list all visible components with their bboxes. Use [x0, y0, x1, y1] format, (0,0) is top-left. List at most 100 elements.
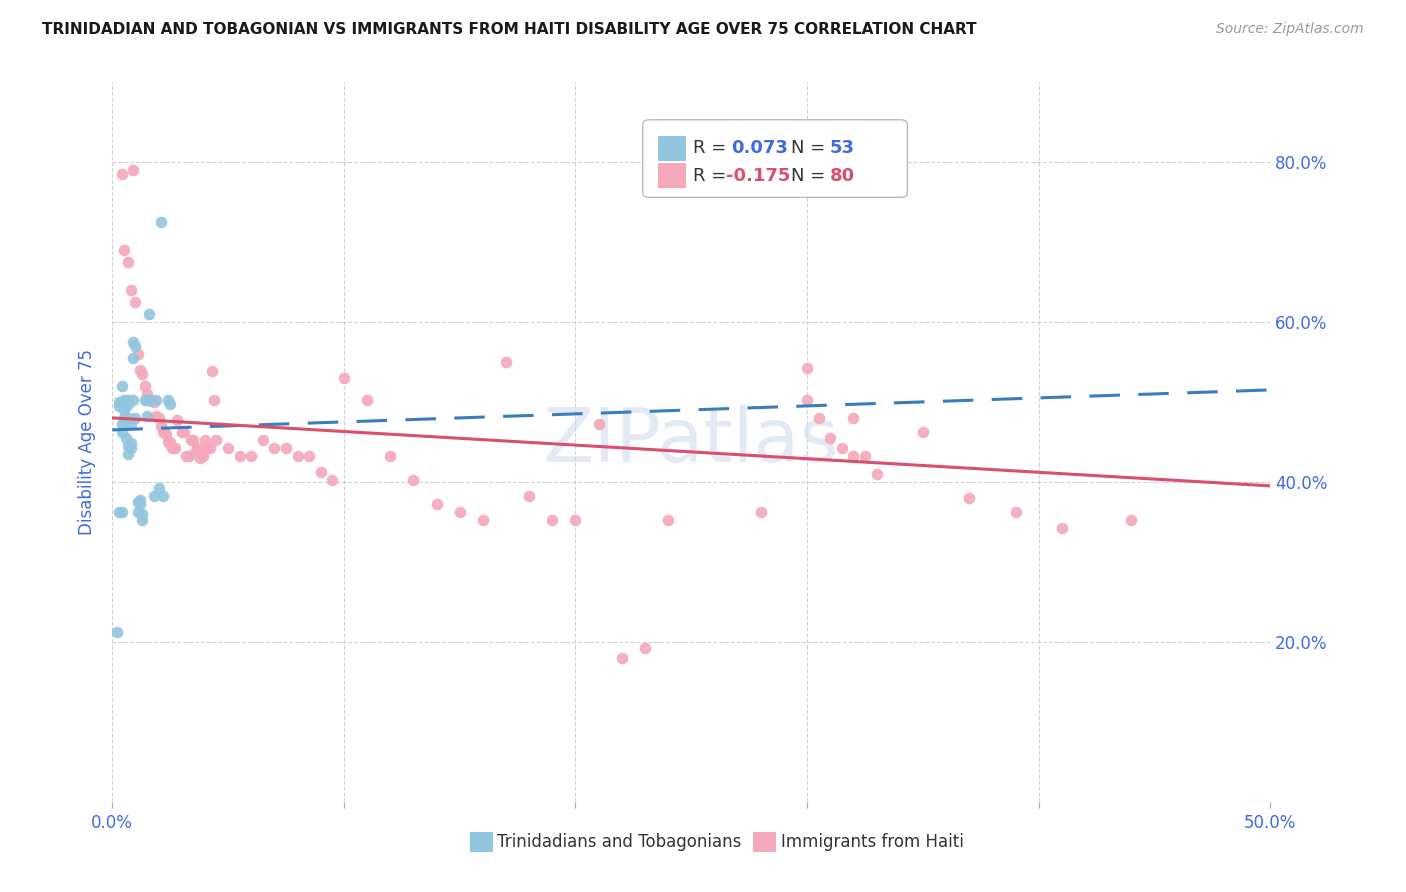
Point [145, 409, 167, 424]
Point [149, 418, 172, 433]
Point [115, 395, 138, 409]
Point [117, 439, 139, 453]
Point [166, 412, 188, 426]
Text: 80: 80 [830, 167, 855, 185]
Text: TRINIDADIAN AND TOBAGONIAN VS IMMIGRANTS FROM HAITI DISABILITY AGE OVER 75 CORRE: TRINIDADIAN AND TOBAGONIAN VS IMMIGRANTS… [42, 22, 977, 37]
Point [136, 387, 159, 401]
Point [170, 425, 193, 440]
Point [138, 307, 160, 321]
Point [588, 417, 610, 432]
Point [120, 417, 142, 432]
Point [127, 495, 149, 509]
Point [610, 651, 633, 665]
Point [142, 489, 165, 503]
Point [188, 450, 211, 465]
Point [173, 425, 195, 440]
Point [201, 364, 224, 378]
Point [471, 513, 494, 527]
Point [120, 442, 142, 456]
Point [853, 450, 876, 464]
Point [112, 243, 135, 257]
Point [108, 505, 131, 519]
Point [402, 473, 425, 487]
Point [177, 450, 200, 464]
Point [820, 431, 842, 445]
Point [333, 371, 356, 385]
Point [495, 355, 517, 369]
Point [842, 450, 865, 464]
Point [1121, 513, 1143, 527]
Point [115, 396, 138, 410]
Text: R =: R = [693, 167, 733, 185]
Point [749, 505, 772, 519]
Point [517, 489, 540, 503]
Point [122, 393, 145, 408]
Point [831, 442, 853, 456]
Point [541, 513, 564, 527]
Point [865, 467, 887, 481]
Point [1004, 505, 1026, 519]
Point [145, 393, 167, 408]
Point [134, 379, 156, 393]
Point [425, 497, 447, 511]
Point [162, 442, 184, 456]
Point [138, 393, 160, 408]
Point [108, 395, 131, 409]
Point [274, 442, 297, 456]
Text: Trinidadians and Tobagonians: Trinidadians and Tobagonians [498, 833, 741, 851]
Point [105, 625, 128, 640]
Point [134, 393, 156, 408]
Point [228, 450, 250, 464]
Point [112, 395, 135, 409]
Point [181, 434, 204, 448]
Point [131, 367, 153, 381]
Point [124, 339, 146, 353]
Point [148, 410, 170, 425]
Point [149, 215, 172, 229]
Point [122, 351, 145, 365]
Point [117, 393, 139, 408]
Text: 0.073: 0.073 [731, 139, 789, 157]
Point [156, 393, 179, 408]
Point [152, 489, 174, 503]
Point [117, 410, 139, 425]
Point [156, 434, 179, 449]
Point [115, 396, 138, 410]
Point [184, 442, 207, 457]
Text: -0.175: -0.175 [725, 167, 790, 185]
Point [131, 513, 153, 527]
Point [263, 442, 285, 456]
Point [110, 379, 132, 393]
Point [842, 410, 865, 425]
Point [187, 442, 209, 456]
Point [796, 361, 818, 376]
Point [240, 450, 263, 464]
Point [634, 641, 657, 656]
Point [112, 393, 135, 408]
Point [131, 507, 153, 521]
Point [163, 442, 186, 456]
Point [287, 450, 309, 464]
Point [911, 425, 934, 440]
Text: R =: R = [693, 139, 733, 157]
Point [138, 393, 160, 408]
Point [115, 395, 138, 409]
Point [298, 450, 321, 464]
Point [117, 255, 139, 269]
Point [142, 395, 165, 409]
Point [129, 363, 152, 377]
Point [252, 434, 274, 448]
Y-axis label: Disability Age Over 75: Disability Age Over 75 [79, 349, 96, 535]
Point [127, 505, 149, 519]
Text: ZIPatlas: ZIPatlas [543, 405, 839, 478]
Point [129, 492, 152, 507]
Point [194, 434, 217, 448]
Point [449, 505, 471, 519]
Point [120, 283, 142, 297]
Point [110, 505, 132, 519]
Point [159, 396, 181, 410]
Point [110, 395, 132, 409]
Point [117, 447, 139, 461]
Text: N =: N = [792, 167, 831, 185]
Point [180, 434, 202, 448]
